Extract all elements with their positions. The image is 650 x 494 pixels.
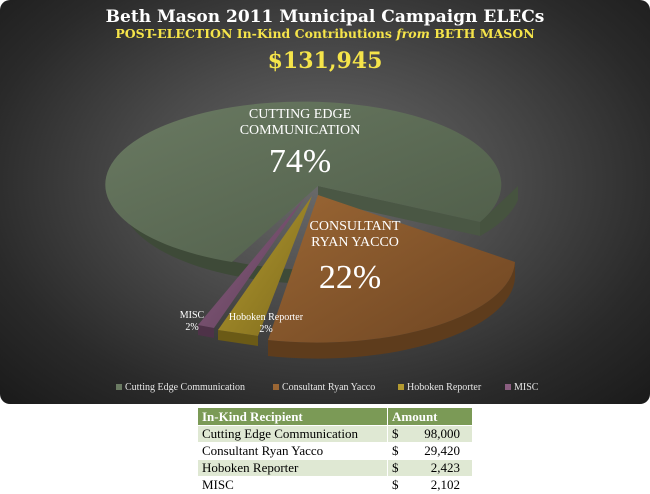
slice-consultant: [268, 195, 515, 343]
table-row: Consultant Ryan Yacco $29,420: [197, 442, 473, 460]
legend-swatch-hoboken: [398, 384, 404, 390]
slice-percent-consultant: 22%: [319, 259, 381, 296]
slice-cutting-edge: [105, 101, 502, 262]
table-row: Hoboken Reporter $2,423: [197, 459, 473, 477]
slice-cutting-edge-side-right: [480, 186, 518, 236]
legend-swatch-consultant: [273, 384, 279, 390]
slice-misc: [198, 196, 306, 328]
cell-recipient: Hoboken Reporter: [197, 459, 388, 477]
cell-amount-value: 2,423: [430, 460, 460, 475]
cell-currency: $: [392, 426, 399, 441]
legend-label-hoboken: Hoboken Reporter: [407, 382, 482, 393]
header-recipient: In-Kind Recipient: [197, 407, 388, 426]
table-row: MISC $2,102: [197, 476, 473, 494]
contributions-table: In-Kind Recipient Amount Cutting Edge Co…: [197, 407, 473, 494]
legend-swatch-cutting-edge: [116, 384, 122, 390]
cell-amount: $2,102: [387, 476, 473, 494]
slice-label-consultant-line2: RYAN YACCO: [311, 235, 399, 250]
cell-currency: $: [392, 477, 399, 492]
legend-label-cutting-edge: Cutting Edge Communication: [125, 382, 245, 393]
cell-currency: $: [392, 460, 399, 475]
subtitle-prefix: POST-ELECTION In-Kind Contributions: [115, 26, 392, 41]
cell-amount: $98,000: [387, 425, 473, 443]
slice-label-consultant-line1: CONSULTANT: [310, 219, 401, 234]
slice-percent-misc: 2%: [185, 322, 198, 333]
chart-legend: Cutting Edge Communication Consultant Ry…: [116, 382, 539, 393]
cell-amount-value: 29,420: [424, 443, 460, 458]
slice-label-misc: MISC: [180, 310, 205, 321]
slice-percent-hoboken: 2%: [259, 324, 272, 335]
chart-title: Beth Mason 2011 Municipal Campaign ELECs: [106, 7, 545, 27]
slice-consultant-side: [268, 262, 515, 359]
cell-currency: $: [392, 443, 399, 458]
cell-recipient: MISC: [197, 476, 388, 494]
legend-label-consultant: Consultant Ryan Yacco: [282, 382, 375, 393]
pie-chart: Beth Mason 2011 Municipal Campaign ELECs…: [105, 7, 545, 393]
slice-label-hoboken: Hoboken Reporter: [229, 312, 304, 323]
legend-label-misc: MISC: [514, 382, 539, 393]
slice-misc-side: [198, 325, 214, 338]
table-header-row: In-Kind Recipient Amount: [197, 407, 473, 426]
slice-hoboken-side: [218, 330, 258, 346]
slice-hoboken: [218, 196, 312, 336]
cell-amount-value: 2,102: [430, 477, 460, 492]
slice-cutting-edge-inner-side: [318, 186, 480, 236]
chart-subtitle: POST-ELECTION In-Kind Contributions from…: [115, 26, 534, 41]
cell-recipient: Consultant Ryan Yacco: [197, 442, 388, 460]
cell-amount: $2,423: [387, 459, 473, 477]
slice-label-cutting-edge-line1: CUTTING EDGE: [249, 107, 351, 122]
legend-swatch-misc: [505, 384, 511, 390]
cell-recipient: Cutting Edge Communication: [197, 425, 388, 443]
subtitle-suffix: BETH MASON: [434, 26, 534, 41]
subtitle-from: from: [395, 26, 430, 41]
table-row: Cutting Edge Communication $98,000: [197, 425, 473, 443]
header-amount: Amount: [387, 407, 473, 426]
chart-total: $131,945: [268, 48, 383, 74]
cell-amount: $29,420: [387, 442, 473, 460]
slice-label-cutting-edge-line2: COMMUNICATION: [240, 123, 361, 138]
slice-percent-cutting-edge: 74%: [269, 143, 331, 180]
cell-amount-value: 98,000: [424, 426, 460, 441]
